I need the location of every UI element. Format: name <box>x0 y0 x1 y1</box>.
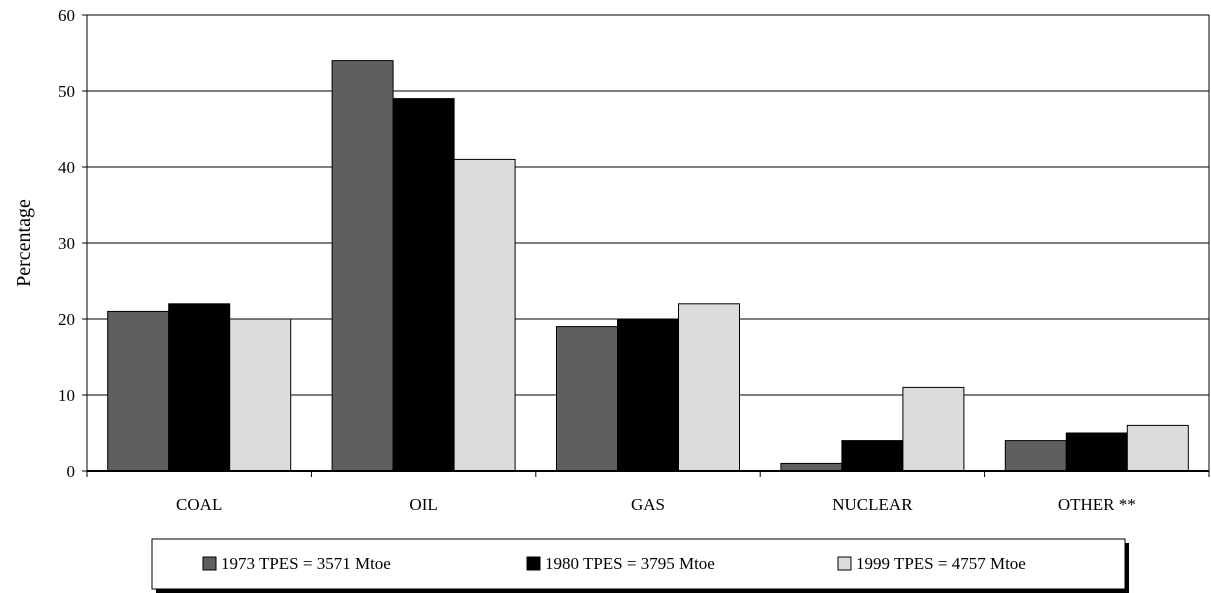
bar-oil-series-2 <box>392 98 455 472</box>
legend-label: 1980 TPES = 3795 Mtoe <box>545 554 715 573</box>
bar-coal-series-1 <box>107 310 170 472</box>
category-label: COAL <box>176 495 222 514</box>
bar-oil-series-3 <box>453 158 516 472</box>
bar-gas-series-3 <box>678 303 740 472</box>
bar-coal-series-2 <box>168 303 231 472</box>
category-label: GAS <box>631 495 665 514</box>
y-axis-label: Percentage <box>13 199 35 287</box>
category-labels: COAL OIL GAS NUCLEAR OTHER ** <box>176 495 1136 514</box>
bar-nuclear-series-2 <box>841 440 904 472</box>
bar-other-series-2 <box>1065 432 1128 472</box>
y-tick-label: 60 <box>58 6 75 25</box>
axes <box>82 14 1210 477</box>
category-label: OIL <box>409 495 437 514</box>
y-tick-label: 0 <box>67 462 76 481</box>
category-label: OTHER ** <box>1058 495 1136 514</box>
y-tick-label: 40 <box>58 158 75 177</box>
bar-oil-series-1 <box>331 60 394 472</box>
category-label: NUCLEAR <box>832 495 913 514</box>
legend-swatch <box>202 556 217 571</box>
y-tick-label: 10 <box>58 386 75 405</box>
bar-gas-series-1 <box>556 326 618 472</box>
legend-label: 1973 TPES = 3571 Mtoe <box>221 554 391 573</box>
legend-box <box>151 538 1126 590</box>
bar-gas-series-2 <box>617 318 679 472</box>
bar-other-series-3 <box>1126 424 1189 472</box>
y-tick-label: 20 <box>58 310 75 329</box>
bar-nuclear-series-1 <box>780 462 843 472</box>
bar-other-series-1 <box>1004 440 1067 472</box>
legend-label: 1999 TPES = 4757 Mtoe <box>856 554 1026 573</box>
y-tick-label: 30 <box>58 234 75 253</box>
bar-nuclear-series-3 <box>902 386 965 472</box>
y-tick-label: 50 <box>58 82 75 101</box>
legend-swatch <box>526 556 541 571</box>
bar-coal-series-3 <box>229 318 292 472</box>
legend: 1973 TPES = 3571 Mtoe 1980 TPES = 3795 Mt… <box>151 538 1129 593</box>
y-tick-labels: 0 10 20 30 40 50 60 <box>58 6 75 481</box>
bars <box>107 60 1189 472</box>
legend-swatch <box>837 556 852 571</box>
